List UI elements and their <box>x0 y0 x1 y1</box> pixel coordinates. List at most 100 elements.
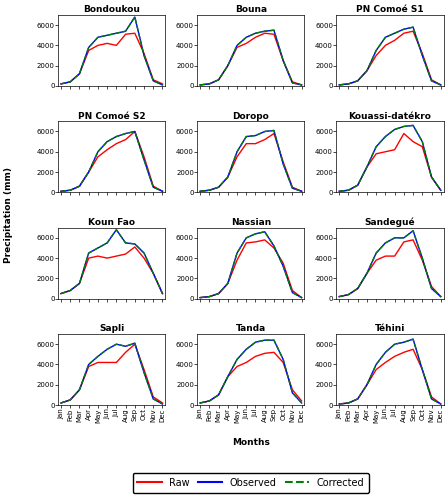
Corrected <box>207 81 212 87</box>
Raw <box>132 341 138 347</box>
Corrected <box>225 62 231 68</box>
Raw <box>86 364 91 370</box>
Corrected <box>234 356 240 362</box>
Corrected <box>271 337 276 343</box>
Raw <box>244 140 249 146</box>
Raw <box>420 50 425 56</box>
Observed <box>374 362 379 368</box>
Observed <box>429 78 434 84</box>
Raw <box>253 34 258 40</box>
Corrected <box>429 396 434 402</box>
Observed <box>123 240 128 246</box>
Corrected <box>290 185 295 191</box>
Observed <box>299 294 304 300</box>
Raw <box>438 187 444 193</box>
Raw <box>355 78 360 84</box>
Raw <box>280 360 286 366</box>
Raw <box>198 294 203 300</box>
Observed <box>58 290 64 296</box>
Corrected <box>142 52 147 59</box>
Corrected <box>374 48 379 54</box>
Observed <box>225 174 231 180</box>
Observed <box>346 292 351 298</box>
Observed <box>420 52 425 59</box>
Corrected <box>216 392 221 398</box>
Corrected <box>160 401 165 407</box>
Observed <box>216 290 221 296</box>
Corrected <box>429 174 434 180</box>
Raw <box>225 280 231 286</box>
Raw <box>86 255 91 261</box>
Corrected <box>104 32 110 38</box>
Observed <box>438 187 444 193</box>
Line: Corrected: Corrected <box>339 126 441 192</box>
Raw <box>346 187 351 193</box>
Observed <box>410 24 416 30</box>
Title: Sandegué: Sandegué <box>365 218 415 227</box>
Corrected <box>336 188 342 194</box>
Raw <box>271 31 276 37</box>
Raw <box>290 387 295 393</box>
Corrected <box>299 188 304 194</box>
Observed <box>234 42 240 48</box>
Corrected <box>383 134 388 140</box>
Corrected <box>383 240 388 246</box>
Raw <box>410 346 416 352</box>
Raw <box>86 169 91 175</box>
Raw <box>346 292 351 298</box>
Corrected <box>58 81 64 87</box>
Observed <box>225 62 231 68</box>
Corrected <box>114 341 119 347</box>
Raw <box>225 62 231 68</box>
Corrected <box>95 34 101 40</box>
Corrected <box>355 286 360 292</box>
Observed <box>77 387 82 393</box>
Raw <box>207 398 212 404</box>
Corrected <box>95 354 101 360</box>
Observed <box>132 340 138 346</box>
Observed <box>58 400 64 406</box>
Title: Doropo: Doropo <box>233 112 269 120</box>
Observed <box>86 44 91 51</box>
Corrected <box>253 339 258 345</box>
Corrected <box>160 188 165 194</box>
Corrected <box>123 28 128 34</box>
Observed <box>410 122 416 128</box>
Raw <box>114 140 119 146</box>
Observed <box>58 188 64 194</box>
Raw <box>364 164 370 170</box>
Raw <box>68 397 73 403</box>
Title: Nassian: Nassian <box>231 218 271 227</box>
Observed <box>77 71 82 77</box>
Corrected <box>299 400 304 406</box>
Observed <box>383 34 388 40</box>
Raw <box>160 290 165 296</box>
Corrected <box>207 187 212 193</box>
Raw <box>262 136 267 142</box>
Title: Sapli: Sapli <box>99 324 125 334</box>
Corrected <box>346 292 351 298</box>
Corrected <box>364 68 370 73</box>
Raw <box>68 187 73 193</box>
Corrected <box>95 149 101 155</box>
Line: Raw: Raw <box>61 247 163 294</box>
Corrected <box>336 294 342 300</box>
Observed <box>299 188 304 194</box>
Raw <box>104 360 110 366</box>
Line: Raw: Raw <box>61 344 163 403</box>
Observed <box>95 34 101 40</box>
Raw <box>383 360 388 366</box>
Raw <box>68 288 73 294</box>
Line: Observed: Observed <box>61 343 163 404</box>
Corrected <box>401 26 406 32</box>
Observed <box>86 250 91 256</box>
Observed <box>114 341 119 347</box>
Corrected <box>160 290 165 296</box>
Corrected <box>290 390 295 396</box>
Raw <box>383 42 388 48</box>
Corrected <box>244 134 249 140</box>
Observed <box>346 187 351 193</box>
Corrected <box>374 362 379 368</box>
Observed <box>429 174 434 180</box>
Corrected <box>271 243 276 249</box>
